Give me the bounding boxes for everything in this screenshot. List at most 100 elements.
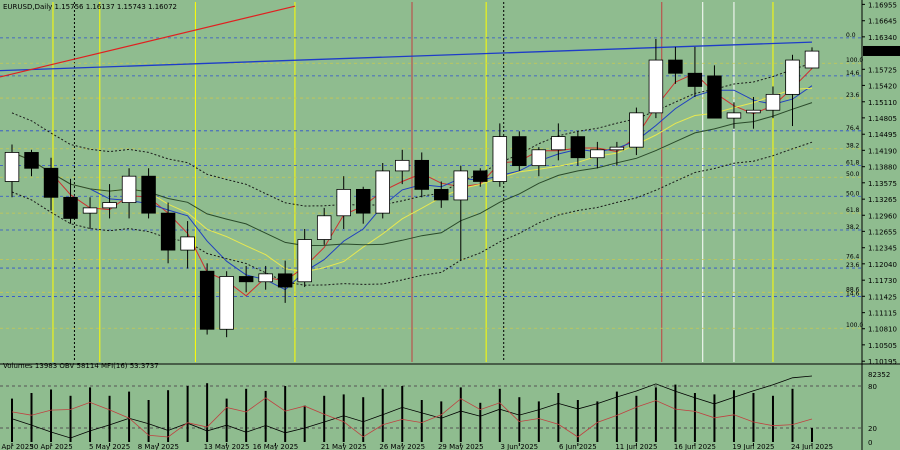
date-tick-label: 29 May 2025: [438, 443, 484, 450]
fib-level-label: 38.2: [846, 224, 860, 231]
price-tick-label: 1.15725: [868, 66, 897, 74]
candle-body: [434, 188, 449, 201]
candle-body: [414, 159, 429, 190]
price-tick-label: 1.13575: [868, 180, 897, 188]
candle-body: [141, 175, 156, 214]
candle-body: [316, 215, 332, 240]
date-tick-label: 30 Apr 2025: [29, 443, 72, 450]
date-tick-label: 11 Jun 2025: [615, 443, 657, 450]
price-tick-label: 1.15110: [868, 99, 897, 107]
price-tick-label: 1.12040: [868, 261, 897, 269]
candle-body: [43, 167, 59, 198]
price-tick-label: 1.16340: [868, 34, 897, 42]
current-price-label: 1.16072: [867, 48, 896, 56]
volume-tick-label: 0: [868, 439, 872, 447]
current-price-marker: [863, 45, 900, 56]
fib-level-label: 0.0: [846, 32, 856, 39]
volume-header: Volumes 13983 OBV 58114 MFI(16) 53.3737: [3, 362, 159, 370]
date-tick-label: 5 May 2025: [89, 443, 130, 450]
candle-body: [570, 136, 586, 159]
candle-body: [4, 152, 20, 182]
candle-body: [804, 50, 820, 69]
mfi-line: [11, 397, 813, 438]
volume-tick-label: 82352: [868, 371, 890, 379]
price-tick-label: 1.10505: [868, 342, 897, 350]
price-tick-label: 1.13880: [868, 164, 897, 172]
fib-level-label: 61.8: [846, 207, 860, 214]
blue-trendline: [0, 41, 813, 72]
candle-body: [512, 136, 527, 167]
candle-body: [102, 202, 117, 209]
red-trendline: [0, 5, 296, 78]
candle-body: [492, 136, 508, 182]
candle-body: [746, 109, 761, 114]
price-tick-label: 1.11730: [868, 277, 897, 285]
fib-level-label: 50.0: [846, 171, 860, 178]
price-tick-label: 1.11425: [868, 293, 897, 301]
candle-body: [219, 276, 234, 330]
candle-body: [258, 273, 273, 283]
fib-level-label: 38.2: [846, 143, 860, 150]
fib-level-label: 23.6: [846, 262, 860, 269]
price-tick-label: 1.16645: [868, 18, 897, 26]
candle-body: [765, 93, 781, 111]
obv-line: [11, 375, 813, 439]
price-tick-label: 1.12345: [868, 245, 897, 253]
candle-body: [24, 152, 39, 169]
candle-body: [531, 149, 547, 167]
candle-body: [180, 236, 195, 251]
fib-level-label: 76.4: [846, 254, 860, 261]
date-tick-label: 16 Jun 2025: [674, 443, 716, 450]
fib-level-label: 61.8: [846, 160, 860, 167]
candle-body: [668, 59, 683, 74]
volume-tick-label: 20: [868, 425, 877, 433]
price-tick-label: 1.12655: [868, 228, 897, 236]
candle-body: [590, 149, 605, 159]
fib-level-label: 14.6: [846, 70, 860, 77]
candle-body: [687, 72, 703, 87]
candle-body: [785, 59, 800, 95]
price-tick-label: 1.10810: [868, 326, 897, 334]
price-tick-label: 1.16955: [868, 1, 897, 9]
candle-body: [355, 188, 371, 214]
date-tick-label: 24 Jun 2025: [791, 443, 833, 450]
fib-level-label: 100.0: [846, 322, 863, 329]
price-tick-label: 1.15420: [868, 82, 897, 90]
candle-body: [648, 59, 664, 114]
chart-header: EURUSD,Daily 1.15756 1.16137 1.15743 1.1…: [3, 3, 177, 11]
volume-tick-label: 80: [868, 383, 877, 391]
fib-level-label: 100.0: [846, 57, 863, 64]
candle-body: [160, 212, 176, 251]
price-tick-label: 1.12960: [868, 212, 897, 220]
candle-body: [238, 276, 254, 283]
date-tick-label: 16 May 2025: [253, 443, 299, 450]
bollinger-upper: [11, 62, 813, 207]
price-tick-label: 1.10195: [868, 358, 897, 366]
fib-level-label: 76.4: [846, 125, 860, 132]
bollinger-lower: [11, 141, 813, 286]
candle-body: [63, 196, 78, 219]
candle-body: [336, 188, 351, 217]
candle-body: [121, 175, 137, 203]
candle-body: [297, 239, 312, 283]
price-tick-label: 1.14190: [868, 147, 897, 155]
candle-body: [629, 112, 644, 148]
fib-level-label: 23.6: [846, 92, 860, 99]
candle-body: [551, 136, 566, 151]
date-tick-label: 28 Apr 2025: [0, 443, 34, 450]
date-tick-label: 21 May 2025: [321, 443, 367, 450]
fib-level-label: 14.6: [846, 291, 860, 298]
candle-body: [707, 75, 722, 119]
candle-body: [199, 270, 215, 330]
candle-body: [395, 159, 410, 172]
price-tick-label: 1.14805: [868, 115, 897, 123]
candle-body: [726, 112, 742, 119]
candle-body: [473, 170, 488, 182]
candle-body: [82, 207, 98, 214]
candle-body: [453, 170, 469, 201]
date-tick-label: 19 Jun 2025: [732, 443, 774, 450]
price-tick-label: 1.13265: [868, 196, 897, 204]
price-tick-label: 1.14495: [868, 131, 897, 139]
